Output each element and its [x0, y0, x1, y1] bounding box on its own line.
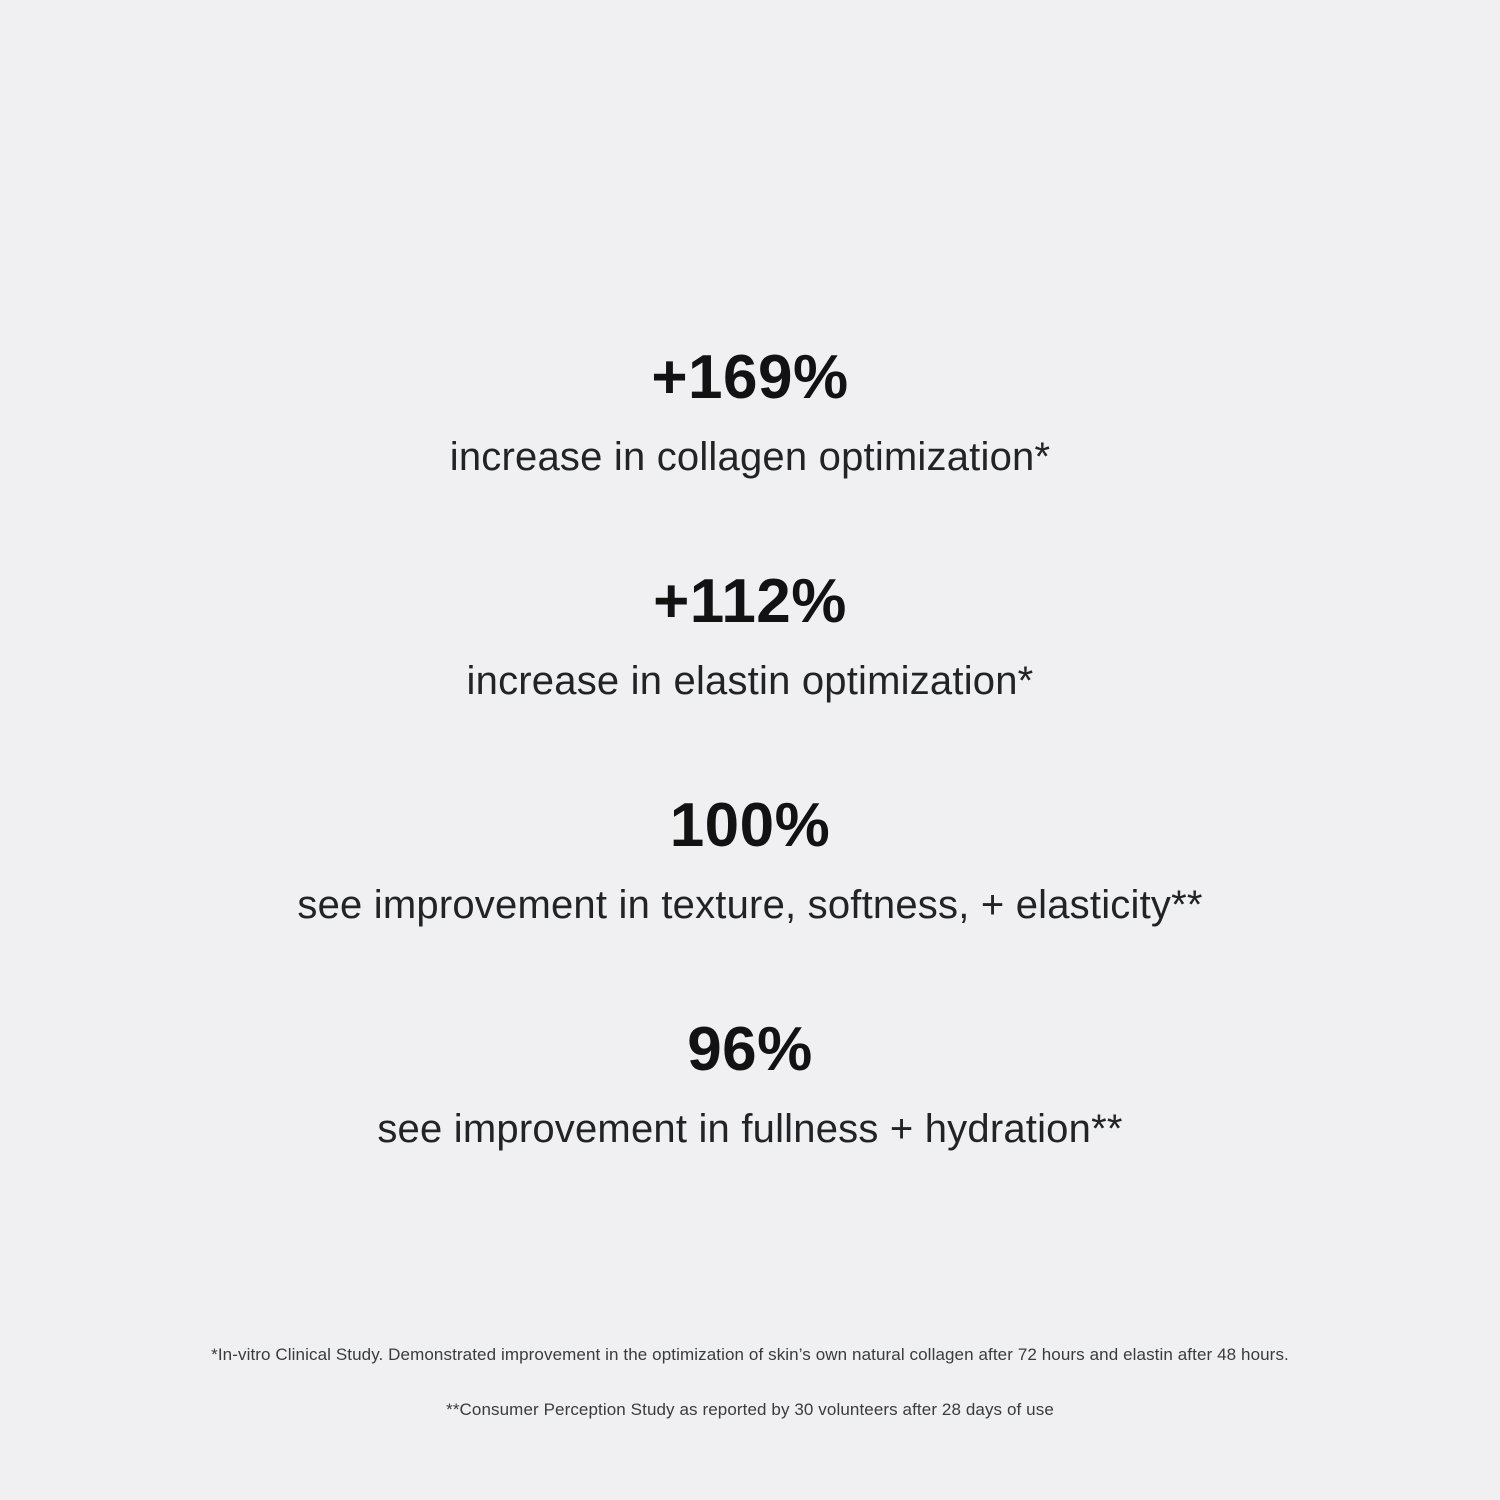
stat-fullness-description: see improvement in fullness + hydration*…	[377, 1107, 1123, 1151]
stat-texture: 100% see improvement in texture, softnes…	[297, 795, 1202, 928]
stats-list: +169% increase in collagen optimization*…	[0, 347, 1500, 1243]
stat-elastin: +112% increase in elastin optimization*	[467, 571, 1034, 704]
stat-elastin-description: increase in elastin optimization*	[466, 659, 1034, 703]
footnote-clinical-study: *In-vitro Clinical Study. Demonstrated i…	[211, 1345, 1289, 1364]
stat-elastin-value: +112%	[653, 567, 847, 636]
stat-collagen: +169% increase in collagen optimization*	[450, 347, 1050, 480]
stat-collagen-description: increase in collagen optimization*	[449, 435, 1051, 479]
stat-fullness-value: 96%	[687, 1015, 813, 1084]
stat-fullness: 96% see improvement in fullness + hydrat…	[377, 1019, 1122, 1152]
stat-collagen-value: +169%	[651, 343, 849, 412]
stat-texture-description: see improvement in texture, softness, + …	[297, 883, 1203, 927]
footnotes: *In-vitro Clinical Study. Demonstrated i…	[0, 1344, 1500, 1454]
stat-texture-value: 100%	[669, 791, 831, 860]
footnote-consumer-study: **Consumer Perception Study as reported …	[446, 1400, 1054, 1419]
